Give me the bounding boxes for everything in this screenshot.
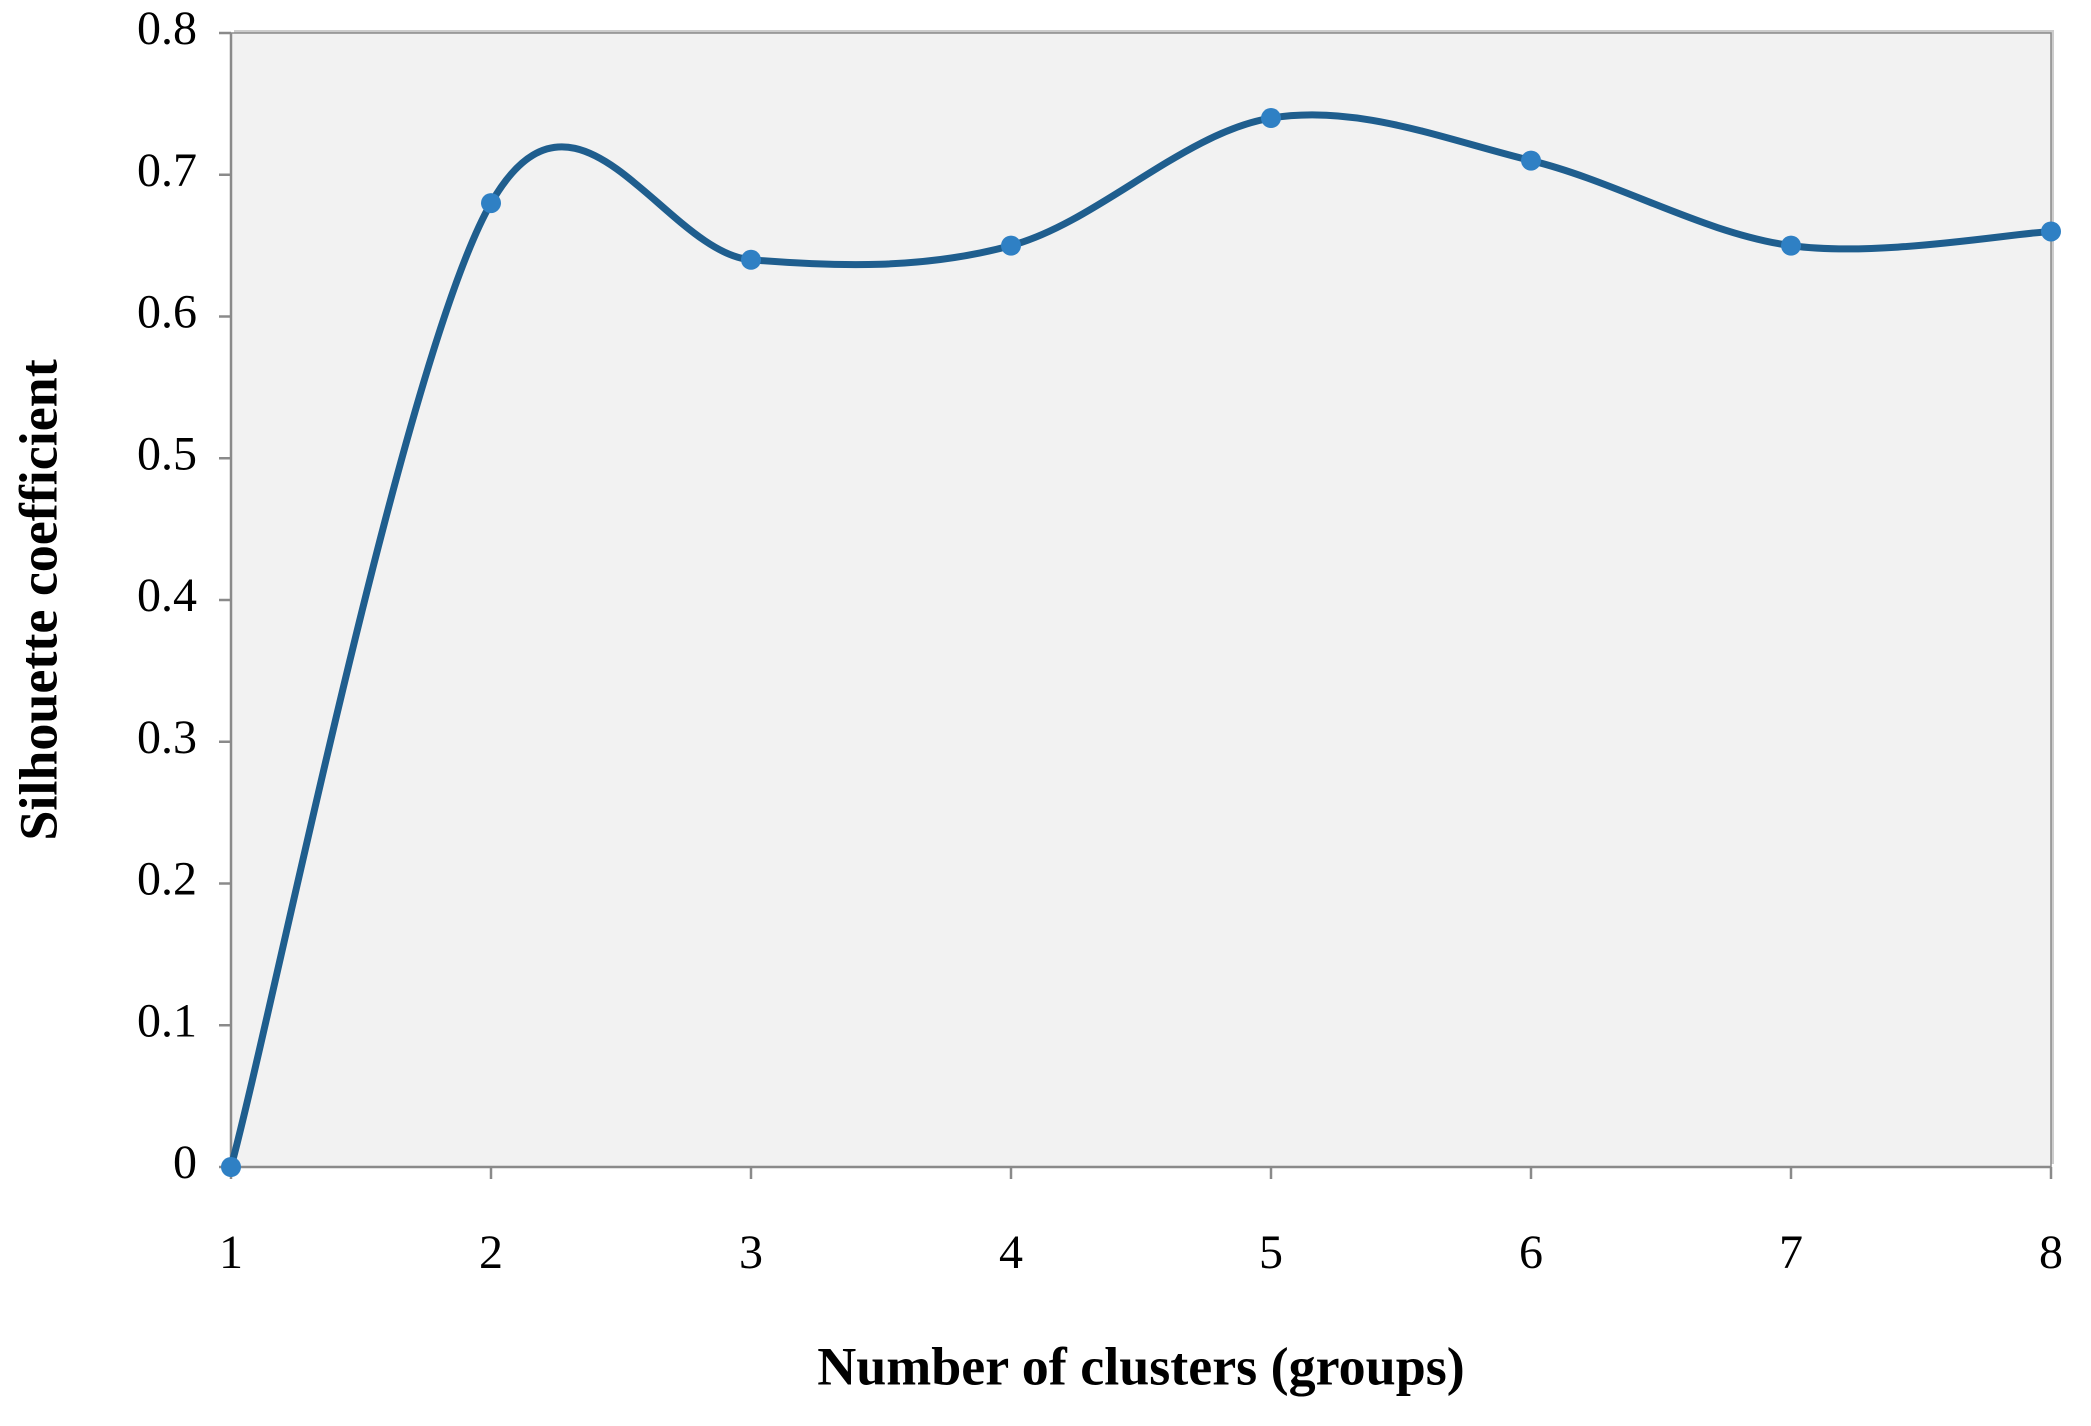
y-tick-label: 0.8 (137, 2, 197, 55)
data-point (741, 249, 761, 270)
y-tick-label: 0.3 (137, 711, 197, 764)
x-tick-label: 1 (219, 1226, 243, 1279)
x-tick-label: 6 (1519, 1226, 1543, 1279)
data-point (1781, 235, 1801, 256)
data-point (2041, 221, 2061, 242)
y-tick-label: 0.2 (137, 853, 197, 906)
y-axis-title: Silhouette coefficient (8, 359, 68, 840)
x-tick-label: 3 (739, 1226, 763, 1279)
plot-area (230, 32, 2052, 1168)
x-tick-label: 8 (2039, 1226, 2063, 1279)
x-tick-label: 5 (1259, 1226, 1283, 1279)
data-point (221, 1157, 241, 1177)
data-point (1261, 108, 1281, 129)
data-point (1521, 150, 1541, 171)
y-tick-label: 0.7 (137, 144, 197, 197)
y-tick-label: 0.5 (137, 427, 197, 480)
y-tick-label: 0.1 (137, 994, 197, 1047)
x-tick-label: 7 (1779, 1226, 1803, 1279)
x-axis-title: Number of clusters (groups) (817, 1336, 1464, 1396)
y-tick-label: 0.4 (137, 569, 197, 622)
data-point (481, 193, 501, 214)
y-tick-label: 0.6 (137, 286, 197, 339)
x-tick-label: 2 (479, 1226, 503, 1279)
x-tick-label: 4 (999, 1226, 1023, 1279)
y-tick-label: 0 (173, 1136, 197, 1189)
data-point (1001, 235, 1021, 256)
